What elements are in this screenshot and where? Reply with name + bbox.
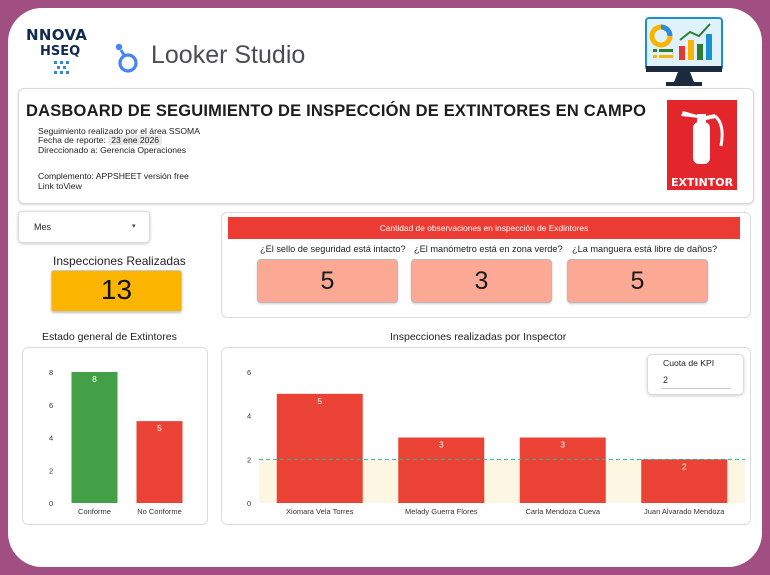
x-tick-label: Juan Alvarado Mendoza [644, 507, 725, 516]
report-date: Fecha de reporte: 23 ene 2026 [38, 135, 163, 145]
status-chart: 0 2 4 6 8 8 Conforme 5 No Conforme [49, 368, 183, 516]
complement-text: Complemento: APPSHEET versión free [38, 171, 189, 181]
view-link[interactable]: Link toView [38, 181, 82, 191]
y-tick-label: 4 [247, 412, 251, 421]
logo-dots-icon [54, 61, 69, 74]
y-tick-label: 6 [49, 401, 53, 410]
looker-studio-icon [115, 43, 138, 73]
observations-header: Cantidad de observaciones en inspección … [228, 217, 740, 239]
y-tick-label: 2 [49, 466, 53, 475]
y-tick-label: 0 [247, 499, 251, 508]
bar-value-label: 3 [560, 440, 565, 450]
y-tick-label: 2 [247, 455, 251, 464]
bar-value-label: 3 [439, 440, 444, 450]
bar-value-label: 8 [92, 374, 97, 384]
kpi-value: 13 [100, 274, 133, 305]
y-tick-label: 0 [49, 499, 53, 508]
x-tick-label: Conforme [78, 507, 111, 516]
report-date-label: Fecha de reporte: [38, 135, 106, 145]
score-hose: 5 [567, 259, 708, 303]
question-manometer: ¿El manómetro está en zona verde? [414, 244, 563, 254]
logo-hseq: HSEQ [40, 44, 81, 59]
x-tick-label: Carla Mendoza Cueva [525, 507, 600, 516]
title-panel [18, 88, 754, 204]
kpi-quota-label: Cuota de KPI [663, 358, 715, 368]
month-filter-dropdown[interactable] [18, 211, 150, 243]
month-filter-label: Mes [34, 222, 52, 232]
bar [276, 393, 363, 503]
bar-value-label: 5 [317, 396, 322, 406]
y-tick-label: 4 [49, 434, 53, 443]
kpi-scorecard [51, 270, 182, 312]
x-tick-label: No Conforme [137, 507, 182, 516]
score-seal: 5 [257, 259, 398, 303]
logo-nnova: NNOVA [26, 26, 88, 44]
chevron-down-icon[interactable]: ▾ [132, 223, 136, 230]
y-tick-label: 8 [49, 368, 53, 377]
question-hose: ¿La manguera está libre de daños? [572, 244, 718, 254]
directed-to-text: Direccionado a: Gerencia Operaciones [38, 145, 187, 155]
fire-extinguisher-icon [681, 111, 724, 164]
x-tick-label: Xiomara Vela Torres [286, 507, 354, 516]
dashboard-frame: NNOVA HSEQ Looker Studio DASBOARD DE SEG… [8, 8, 762, 567]
bar [136, 421, 183, 503]
app-name: Looker Studio [151, 41, 306, 69]
inspector-chart: 0 2 4 6 5 Xiomara Vela Torres 3 Melady Guerra F… [247, 368, 745, 516]
page-title: DASBOARD DE SEGUIMIENTO DE INSPECCIÓN DE… [26, 102, 647, 120]
kpi-title: Inspecciones Realizadas [53, 254, 186, 268]
kpi-quota-value[interactable]: 2 [663, 375, 669, 385]
analytics-monitor-icon [645, 17, 723, 86]
extintor-sign-label: EXTINTOR [670, 176, 734, 189]
status-chart-title: Estado general de Extintores [42, 331, 177, 343]
kpi-quota-underline [661, 388, 731, 389]
score-manometer: 3 [411, 259, 552, 303]
bar-value-label: 2 [682, 461, 687, 471]
x-tick-label: Melady Guerra Flores [405, 507, 478, 516]
report-date-value: 23 ene 2026 [108, 135, 163, 145]
bar-value-label: 5 [157, 423, 162, 433]
inspector-chart-title: Inspecciones realizadas por Inspector [390, 331, 567, 343]
bar [71, 372, 118, 503]
report-area-text: Seguimiento realizado por el área SSOMA [38, 126, 200, 136]
bar [641, 459, 728, 503]
question-seal: ¿El sello de seguridad está intacto? [260, 244, 406, 254]
bar [398, 437, 485, 503]
y-tick-label: 6 [247, 368, 251, 377]
extintor-sign [667, 100, 737, 190]
bar [519, 437, 606, 503]
